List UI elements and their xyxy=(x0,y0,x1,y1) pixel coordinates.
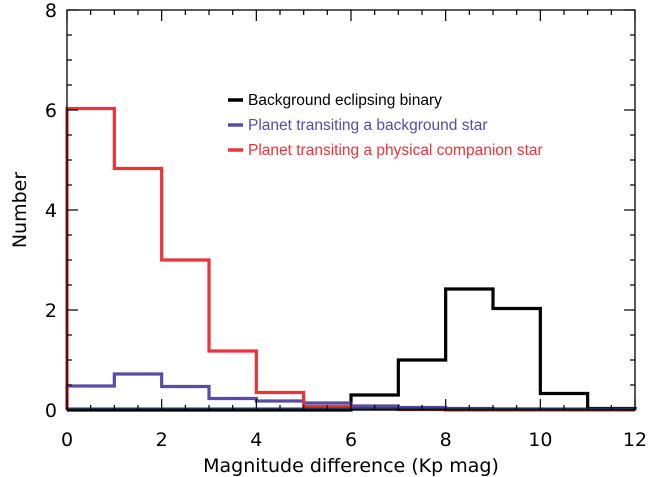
legend-label-0: Background eclipsing binary xyxy=(248,92,442,109)
axes: 0 2 4 6 8 10 12 0 2 4 6 8 Magnitude difference (Kp m… xyxy=(9,0,647,477)
y-tick-label: 0 xyxy=(45,400,57,422)
plot-frame xyxy=(66,9,636,411)
legend-label-1: Planet transiting a background star xyxy=(248,117,488,134)
x-tick-label: 2 xyxy=(156,429,168,451)
x-tick-label: 10 xyxy=(528,429,552,451)
legend: Background eclipsing binary Planet transi… xyxy=(228,92,543,159)
y-axis-title: Number xyxy=(9,172,31,249)
x-tick-label: 12 xyxy=(623,429,647,451)
x-tick-label: 0 xyxy=(61,429,73,451)
x-tick-label: 6 xyxy=(345,429,357,451)
y-tick-label: 6 xyxy=(45,100,57,122)
x-axis-title: Magnitude difference (Kp mag) xyxy=(203,455,499,477)
x-tick-label: 8 xyxy=(440,429,452,451)
x-tick-label: 4 xyxy=(250,429,262,451)
y-tick-label: 8 xyxy=(45,0,57,22)
legend-label-2: Planet transiting a physical companion s… xyxy=(248,142,543,159)
series-line-0 xyxy=(67,287,637,412)
y-tick-label: 2 xyxy=(45,300,57,322)
y-tick-label: 4 xyxy=(45,200,57,222)
